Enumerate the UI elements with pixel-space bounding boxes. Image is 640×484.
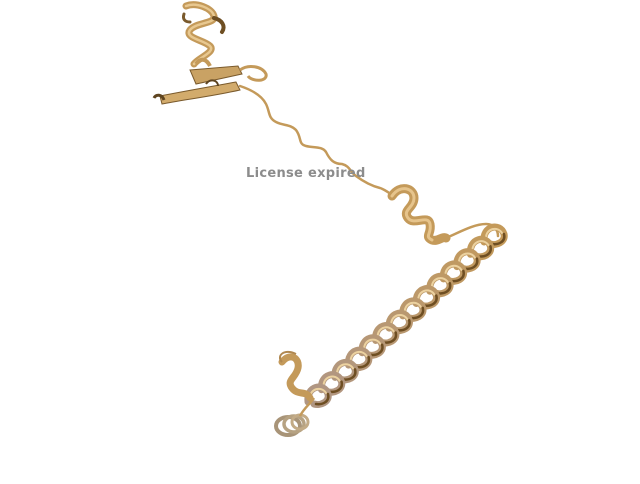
c-terminal-turn [274, 350, 316, 437]
helix-shadow [341, 368, 357, 381]
helix-shadow [463, 257, 479, 271]
helix-highlight [322, 375, 341, 387]
helix-highlight [471, 240, 490, 252]
middle-helix [387, 184, 500, 245]
loop-linker [238, 84, 396, 198]
n-terminal-helix [182, 1, 226, 68]
helix-shadow [477, 245, 493, 258]
helix-highlight [363, 338, 382, 350]
helix-highlight [336, 363, 355, 375]
helix-highlight [390, 314, 409, 326]
helix-highlight [376, 326, 395, 338]
helix-shadow [328, 380, 344, 394]
helix-shadow [368, 343, 384, 357]
helix-shadow [490, 232, 506, 246]
helix-highlight [349, 350, 368, 363]
helix-highlight [457, 252, 476, 264]
helix-highlight [417, 289, 436, 301]
beta-sheet [152, 57, 268, 105]
license-watermark: License expired [246, 166, 366, 181]
long-c-terminal-helix [304, 223, 508, 408]
helix-highlight [485, 227, 503, 239]
helix-highlight [444, 264, 463, 276]
helix-shadow [355, 355, 371, 369]
helix-highlight [430, 277, 449, 289]
helix-shadow [382, 331, 398, 344]
helix-highlight [403, 301, 422, 313]
helix-shadow [314, 392, 330, 406]
helix-shadow [436, 281, 452, 295]
helix-shadow [395, 318, 411, 332]
helix-shadow [409, 306, 425, 320]
helix-shadow [423, 294, 438, 307]
helix-shadow [450, 269, 465, 283]
